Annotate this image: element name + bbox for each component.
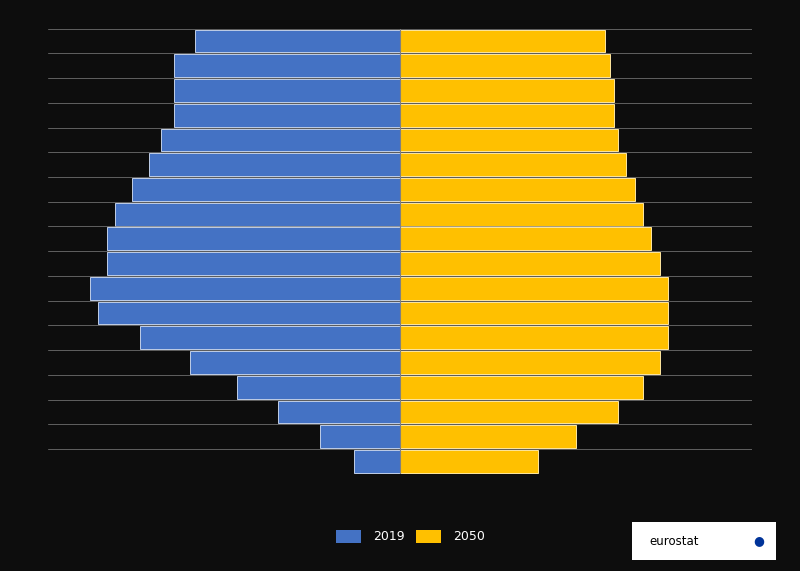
Bar [400, 301, 668, 324]
Bar [400, 54, 610, 77]
Bar [149, 153, 400, 176]
Text: ●: ● [753, 534, 764, 548]
Bar [400, 327, 668, 349]
Bar [354, 450, 400, 473]
Bar [400, 252, 660, 275]
Bar [400, 401, 618, 424]
Bar [400, 351, 660, 374]
Bar [106, 252, 400, 275]
Bar [400, 153, 626, 176]
Bar [174, 104, 400, 127]
Bar [400, 450, 538, 473]
Bar [400, 203, 643, 226]
Bar [400, 178, 634, 201]
Bar [98, 301, 400, 324]
Text: 2050: 2050 [453, 530, 485, 543]
Bar [140, 327, 400, 349]
Bar [400, 79, 614, 102]
Bar [237, 376, 400, 399]
Bar [106, 227, 400, 250]
Bar [400, 376, 643, 399]
Text: eurostat: eurostat [650, 534, 698, 548]
Bar [174, 54, 400, 77]
Bar [132, 178, 400, 201]
Bar [278, 401, 400, 424]
Bar [115, 203, 400, 226]
Bar [400, 30, 606, 53]
Bar [400, 277, 668, 300]
Bar [90, 277, 400, 300]
Bar [190, 351, 400, 374]
Bar [161, 128, 400, 151]
Text: 2019: 2019 [373, 530, 404, 543]
Bar [400, 128, 618, 151]
Bar [320, 425, 400, 448]
Bar [400, 227, 651, 250]
Bar [400, 425, 576, 448]
Bar [400, 104, 614, 127]
Bar [194, 30, 400, 53]
Bar [174, 79, 400, 102]
